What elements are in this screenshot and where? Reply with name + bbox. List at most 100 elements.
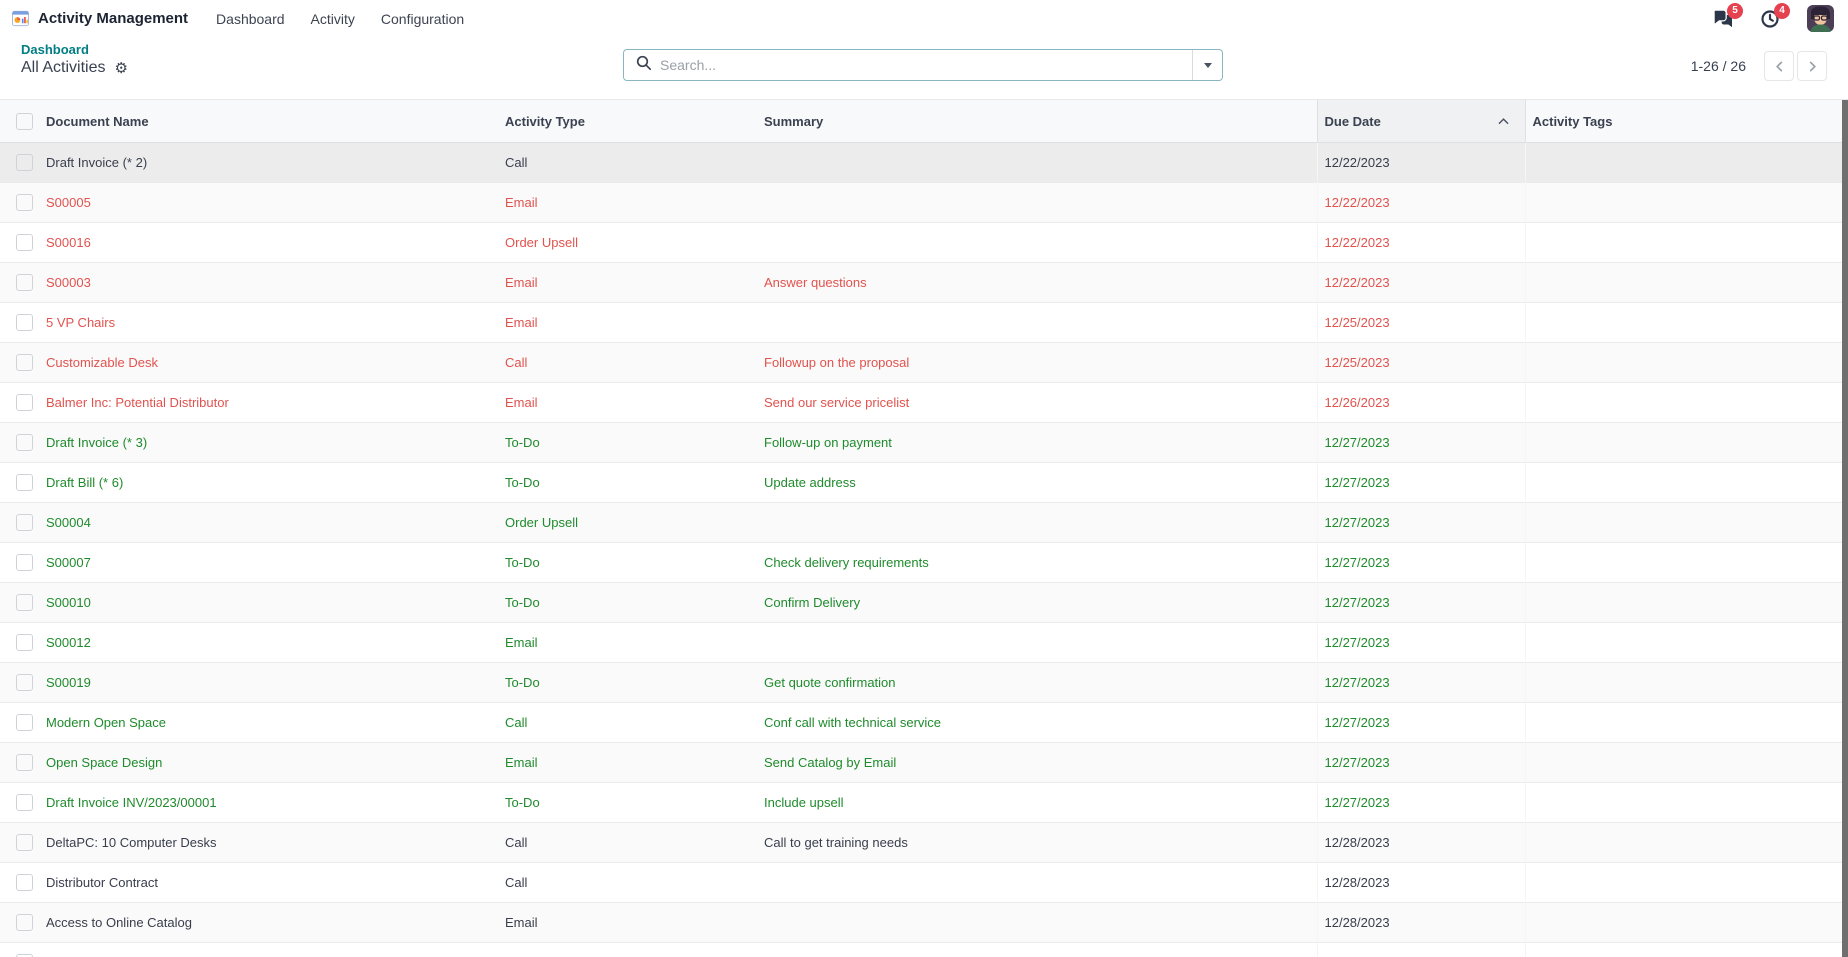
row-checkbox-cell (0, 502, 46, 543)
cell-due-date: 12/22/2023 (1316, 222, 1526, 263)
user-avatar[interactable] (1807, 5, 1834, 32)
row-checkbox[interactable] (16, 394, 33, 412)
row-checkbox-cell (0, 782, 46, 823)
sort-ascending-icon (1498, 118, 1508, 125)
cell-activity-type: Call (505, 862, 764, 903)
menu-dashboard[interactable]: Dashboard (216, 10, 285, 27)
cell-activity-type: To-Do (505, 542, 764, 583)
row-checkbox[interactable] (16, 834, 33, 852)
cell-document-name: Draft Invoice (* 2) (46, 155, 148, 170)
cell-summary (764, 143, 1317, 183)
pager-next-button[interactable] (1797, 51, 1827, 81)
row-checkbox[interactable] (16, 634, 33, 652)
row-checkbox[interactable] (16, 234, 33, 252)
search-options-toggle[interactable] (1192, 50, 1222, 80)
table-row[interactable]: Distributor Contract Call 12/28/2023 (0, 862, 1848, 903)
cell-due-date: 12/27/2023 (1316, 782, 1526, 823)
cell-activity-tags (1525, 382, 1848, 423)
row-checkbox-cell (0, 182, 46, 223)
cell-document-name: Distributor Contract (46, 862, 505, 903)
select-all-cell (0, 99, 46, 143)
row-checkbox[interactable] (16, 674, 33, 692)
column-header-activity-type[interactable]: Activity Type (505, 99, 764, 143)
table-row[interactable]: S00010 To-Do Confirm Delivery 12/27/2023 (0, 582, 1848, 623)
table-row[interactable]: S00003 Email Answer questions 12/22/2023 (0, 262, 1848, 303)
column-header-due-date[interactable]: Due Date (1316, 99, 1526, 143)
row-checkbox[interactable] (16, 314, 33, 332)
select-all-checkbox[interactable] (16, 112, 33, 130)
cell-summary (764, 222, 1317, 263)
column-header-activity-tags[interactable]: Activity Tags (1525, 99, 1848, 143)
row-checkbox[interactable] (16, 914, 33, 932)
cell-document-name: Modern Open Space (46, 702, 505, 743)
column-header-summary[interactable]: Summary (764, 99, 1317, 143)
messages-icon (1712, 9, 1733, 28)
pager-range: 1-26 / 26 (1690, 58, 1746, 74)
row-checkbox[interactable] (16, 194, 33, 212)
table-row[interactable]: 5 VP Chairs Email 12/25/2023 (0, 302, 1848, 343)
cell-document-name: S00016 (46, 222, 505, 263)
table-row[interactable]: S00007 To-Do Check delivery requirements… (0, 542, 1848, 583)
settings-gear-icon[interactable]: ⚙ (114, 59, 128, 77)
row-checkbox[interactable] (16, 354, 33, 372)
table-row[interactable]: Customizable Desk Call Followup on the p… (0, 342, 1848, 383)
cell-due-date: 12/22/2023 (1316, 182, 1526, 223)
breadcrumb-dashboard[interactable]: Dashboard (21, 42, 89, 57)
cell-summary: Send our service pricelist (764, 382, 1317, 423)
row-checkbox[interactable] (16, 594, 33, 612)
table-row[interactable]: Balmer Inc: Potential Distributor Email … (0, 382, 1848, 423)
app-title[interactable]: Activity Management (38, 10, 189, 27)
breadcrumb: Dashboard All Activities ⚙ (21, 42, 128, 77)
row-checkbox[interactable] (16, 794, 33, 812)
cell-activity-type: To-Do (505, 422, 764, 463)
messages-button[interactable]: 5 (1712, 3, 1743, 28)
cell-due-date: 12/27/2023 (1316, 582, 1526, 623)
row-checkbox[interactable] (16, 554, 33, 572)
table-row[interactable]: Access to Online Catalog Email 12/28/202… (0, 902, 1848, 943)
row-checkbox[interactable] (16, 954, 33, 957)
table-row[interactable]: Open Space Design Email Send Catalog by … (0, 742, 1848, 783)
row-checkbox-cell (0, 262, 46, 303)
cell-document-name: Customizable Desk (46, 342, 505, 383)
activity-clock-icon (1760, 9, 1780, 29)
table-row[interactable]: Draft Bill (* 6) To-Do Update address 12… (0, 462, 1848, 503)
cell-due-date: 12/22/2023 (1316, 142, 1526, 183)
cell-document-name: Draft Bill (* 6) (46, 462, 505, 503)
cell-document-name: Balmer Inc: Potential Distributor (46, 382, 505, 423)
row-checkbox[interactable] (16, 754, 33, 772)
row-checkbox[interactable] (16, 434, 33, 452)
pager-previous-button[interactable] (1764, 51, 1794, 81)
column-header-document-name[interactable]: Document Name (46, 99, 505, 143)
menu-activity[interactable]: Activity (310, 10, 355, 27)
menu-configuration[interactable]: Configuration (380, 10, 465, 27)
activities-button[interactable]: 4 (1760, 2, 1790, 29)
row-checkbox[interactable] (16, 874, 33, 892)
app-icon[interactable] (12, 10, 29, 27)
table-row[interactable]: Draft Invoice (* 2) Call 12/22/2023 (0, 142, 1848, 183)
row-checkbox[interactable] (16, 274, 33, 292)
cell-activity-tags (1525, 422, 1848, 463)
cell-activity-tags (1525, 502, 1848, 543)
table-row[interactable]: Draft Invoice INV/2023/00001 To-Do Inclu… (0, 782, 1848, 823)
cell-summary: Call to get to know the needs (764, 942, 1317, 957)
cell-summary: Include upsell (764, 782, 1317, 823)
table-row[interactable]: S00016 Order Upsell 12/22/2023 (0, 222, 1848, 263)
table-row[interactable]: Draft Invoice (* 3) To-Do Follow-up on p… (0, 422, 1848, 463)
row-checkbox-cell (0, 143, 46, 183)
row-checkbox[interactable] (16, 514, 33, 532)
table-row[interactable]: S00004 Order Upsell 12/27/2023 (0, 502, 1848, 543)
cell-summary: Call to get training needs (764, 822, 1317, 863)
table-row[interactable]: S00019 To-Do Get quote confirmation 12/2… (0, 662, 1848, 703)
vertical-scrollbar[interactable] (1842, 100, 1848, 957)
cell-due-date: 12/25/2023 (1316, 302, 1526, 343)
table-row[interactable]: Info about services Call Call to get to … (0, 942, 1848, 957)
table-row[interactable]: DeltaPC: 10 Computer Desks Call Call to … (0, 822, 1848, 863)
table-row[interactable]: Modern Open Space Call Conf call with te… (0, 702, 1848, 743)
table-row[interactable]: S00005 Email 12/22/2023 (0, 182, 1848, 223)
cell-activity-type: To-Do (505, 662, 764, 703)
row-checkbox[interactable] (16, 154, 33, 172)
row-checkbox[interactable] (16, 474, 33, 492)
table-row[interactable]: S00012 Email 12/27/2023 (0, 622, 1848, 663)
search-input[interactable] (660, 50, 1192, 80)
row-checkbox[interactable] (16, 714, 33, 732)
